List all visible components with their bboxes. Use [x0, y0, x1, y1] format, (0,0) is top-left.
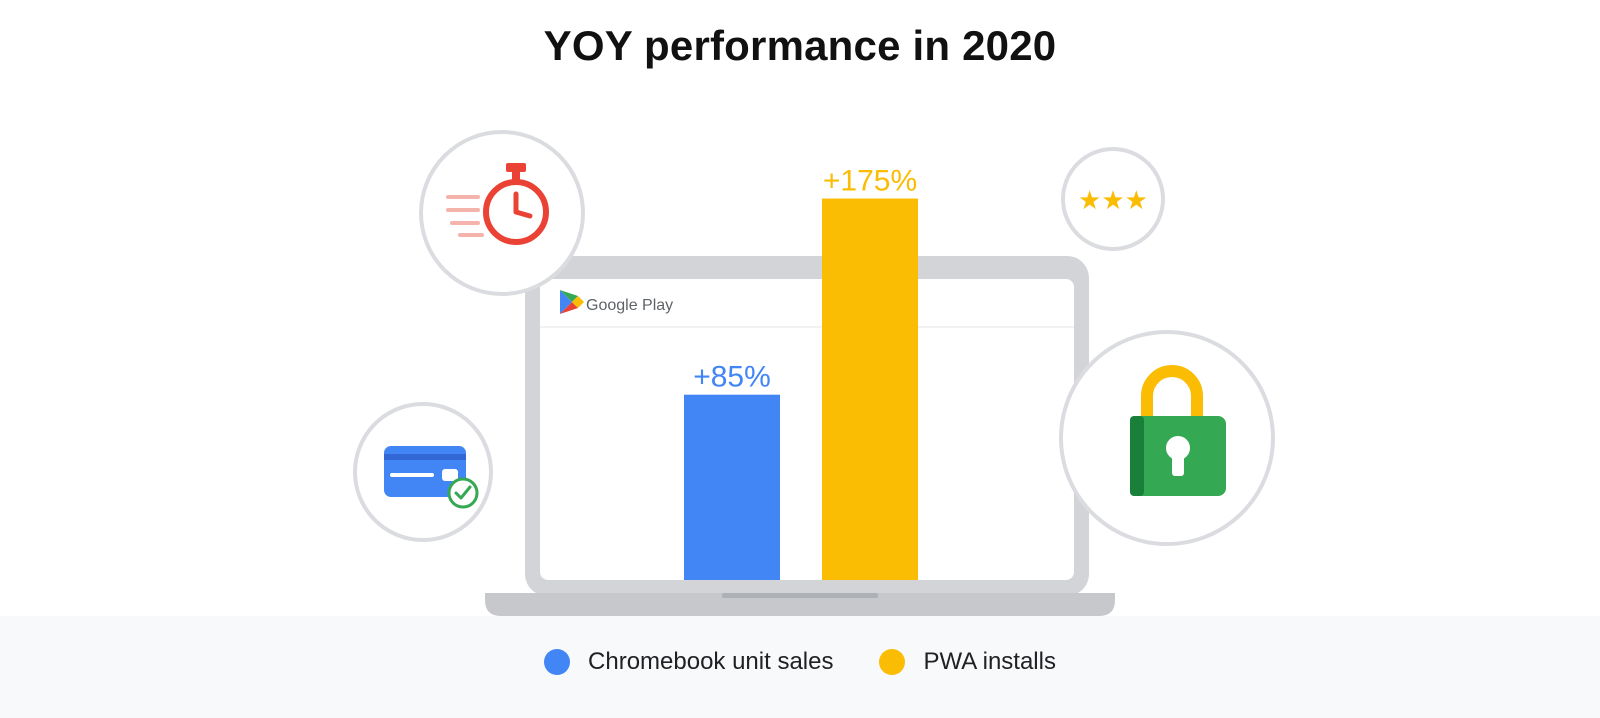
legend-band: [0, 616, 1600, 718]
legend-label: PWA installs: [923, 648, 1056, 675]
google-play-icon: [560, 290, 584, 314]
svg-text:★★★: ★★★: [1078, 186, 1148, 216]
legend-swatch-yellow: [879, 649, 906, 675]
stars-icon: ★★★: [1061, 147, 1165, 251]
padlock-icon: [1059, 330, 1275, 546]
laptop-base: [485, 593, 1115, 616]
bars-group: +85% +175%: [684, 165, 918, 580]
laptop-screen: [540, 279, 1074, 580]
store-name: Google Play: [586, 297, 673, 314]
credit-card-icon: [353, 402, 493, 542]
legend-label: Chromebook unit sales: [588, 648, 834, 675]
legend-item-chromebook-unit-sales: Chromebook unit sales: [544, 648, 833, 676]
data-label-chromebook-unit-sales: +85%: [693, 361, 771, 394]
bar-pwa-installs: [822, 198, 918, 580]
legend-item-pwa-installs: PWA installs: [879, 648, 1056, 676]
legend-swatch-blue: [544, 649, 571, 675]
laptop-notch: [722, 593, 878, 598]
chart-title: YOY performance in 2020: [543, 22, 1057, 69]
laptop-illustration: [525, 256, 1089, 596]
data-label-pwa-installs: +175%: [823, 165, 917, 198]
bar-chromebook-unit-sales: [684, 394, 780, 580]
stopwatch-icon: [419, 130, 585, 296]
legend: Chromebook unit sales PWA installs: [0, 648, 1600, 676]
